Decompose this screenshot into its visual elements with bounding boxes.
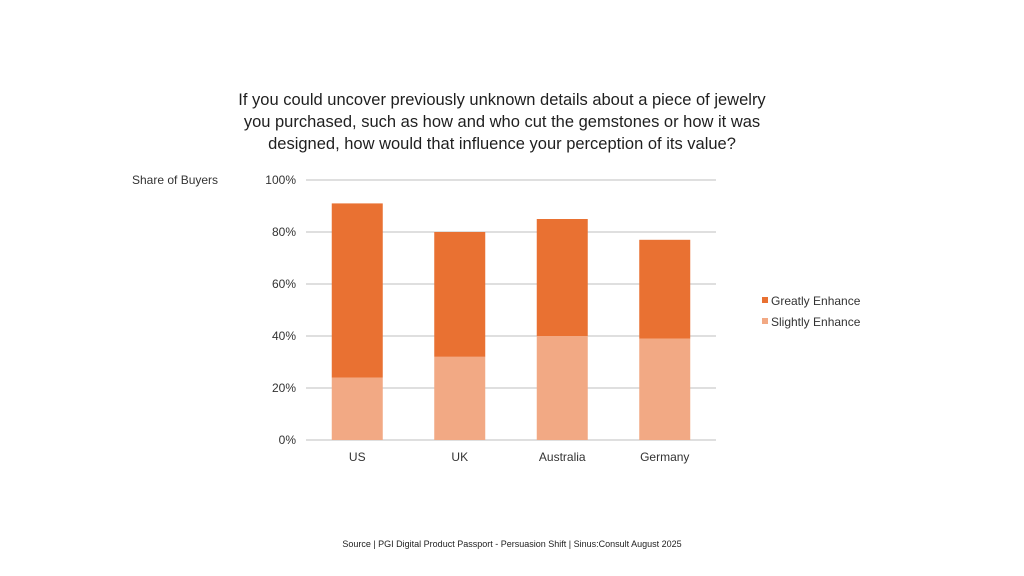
y-tick-label: 40% <box>272 329 296 343</box>
y-axis-label: Share of Buyers <box>132 173 218 187</box>
legend-swatch <box>762 318 768 324</box>
y-tick-label: 0% <box>279 433 297 447</box>
x-tick-label: US <box>349 450 366 464</box>
bar-greatly-enhance-germany <box>639 239 691 339</box>
source-note: Source | PGI Digital Product Passport - … <box>342 539 682 549</box>
legend-label: Greatly Enhance <box>771 294 861 308</box>
y-tick-label: 60% <box>272 277 296 291</box>
x-tick-label: Australia <box>539 450 586 464</box>
bar-slightly-enhance-germany <box>639 338 691 440</box>
x-axis-ticks: US UK Australia Germany <box>349 450 690 464</box>
chart-title: If you could uncover previously unknown … <box>192 89 812 155</box>
chart-title-line: you purchased, such as how and who cut t… <box>243 113 761 131</box>
bar-slightly-enhance-uk <box>434 356 486 440</box>
chart-title-line: If you could uncover previously unknown … <box>238 91 766 109</box>
y-tick-label: 80% <box>272 225 296 239</box>
legend-swatch <box>762 297 768 303</box>
bars <box>331 203 691 440</box>
chart-title-line: designed, how would that influence your … <box>268 135 736 153</box>
x-tick-label: UK <box>451 450 468 464</box>
bar-slightly-enhance-us <box>331 377 383 440</box>
bar-greatly-enhance-australia <box>536 219 588 336</box>
y-tick-label: 100% <box>265 173 296 187</box>
bar-slightly-enhance-australia <box>536 336 588 440</box>
legend: Greatly Enhance Slightly Enhance <box>762 294 861 329</box>
x-tick-label: Germany <box>640 450 689 464</box>
bar-greatly-enhance-us <box>331 203 383 378</box>
y-tick-label: 20% <box>272 381 296 395</box>
bar-greatly-enhance-uk <box>434 232 486 357</box>
legend-label: Slightly Enhance <box>771 315 861 329</box>
y-axis-ticks: 0% 20% 40% 60% 80% 100% <box>265 173 296 447</box>
